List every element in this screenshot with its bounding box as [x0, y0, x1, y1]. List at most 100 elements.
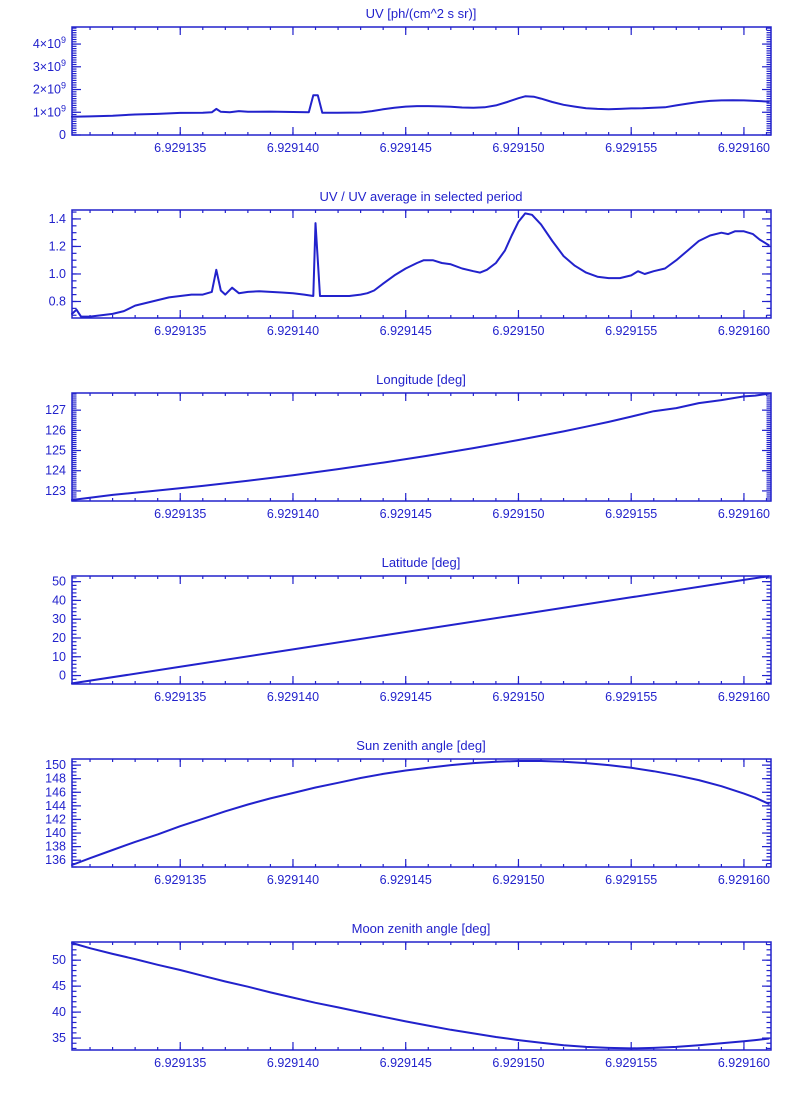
x-tick-label: 6.929135 [154, 324, 206, 338]
x-tick-label: 6.929150 [492, 507, 544, 521]
x-tick-label: 6.929160 [718, 1056, 770, 1070]
y-tick-label: 144 [45, 799, 66, 813]
x-tick-label: 6.929135 [154, 1056, 206, 1070]
x-tick-label: 6.929150 [492, 141, 544, 155]
chart-block-uv: UV [ph/(cm^2 s sr)] 6.929135 6.929140 6.92… [0, 2, 800, 185]
latitude-plot-area: 6.929135 6.929140 6.929145 6.929150 6.929155… [52, 575, 772, 704]
y-tick-label: 30 [52, 612, 66, 626]
x-tick-label: 6.929135 [154, 507, 206, 521]
y-tick-label: 1.2 [49, 239, 66, 253]
x-tick-label: 6.929140 [267, 324, 319, 338]
x-tick-label: 6.929155 [605, 324, 657, 338]
x-tick-label: 6.929160 [718, 507, 770, 521]
chart-block-latitude: Latitude [deg] 6.929135 6.929140 6.929145 6… [0, 551, 800, 734]
x-tick-label: 6.929150 [492, 690, 544, 704]
x-tick-label: 6.929160 [718, 324, 770, 338]
x-tick-label: 6.929140 [267, 1056, 319, 1070]
uv-chart-title: UV [ph/(cm^2 s sr)] [366, 6, 477, 21]
x-tick-label: 6.929135 [154, 690, 206, 704]
chart-block-longitude: Longitude [deg] 6.929135 6.929140 6.929145… [0, 368, 800, 551]
x-tick-label: 6.929155 [605, 141, 657, 155]
chart-block-moon-zenith: Moon zenith angle [deg] 6.929135 6.929140… [0, 917, 800, 1100]
moon-zenith-chart-title: Moon zenith angle [deg] [352, 921, 491, 936]
x-tick-label: 6.929145 [380, 324, 432, 338]
latitude-chart: Latitude [deg] 6.929135 6.929140 6.929145 6… [52, 555, 772, 704]
y-tick-label: 10 [52, 650, 66, 664]
data-line [71, 760, 770, 866]
x-tick-label: 6.929155 [605, 873, 657, 887]
uv-plot-area: 6.929135 6.929140 6.929145 6.929150 6.929155… [33, 26, 772, 155]
y-tick-label: 146 [45, 785, 66, 799]
y-tick-label: 45 [52, 979, 66, 993]
data-line [71, 392, 770, 501]
y-tick-label: 138 [45, 840, 66, 854]
y-tick-label: 127 [45, 403, 66, 417]
y-tick-label: 1.4 [49, 212, 66, 226]
x-tick-label: 6.929155 [605, 1056, 657, 1070]
x-tick-label: 6.929145 [380, 690, 432, 704]
x-tick-label: 6.929155 [605, 690, 657, 704]
chart-block-uv-ratio: UV / UV average in selected period 6.929… [0, 185, 800, 368]
x-tick-label: 6.929150 [492, 324, 544, 338]
x-tick-label: 6.929135 [154, 873, 206, 887]
x-tick-label: 6.929160 [718, 690, 770, 704]
plot-frame [71, 941, 772, 1051]
data-line [71, 942, 770, 1050]
y-tick-label: 123 [45, 484, 66, 498]
x-tick-label: 6.929145 [380, 1056, 432, 1070]
plot-frame [71, 26, 772, 136]
uv-ratio-chart: UV / UV average in selected period 6.929… [49, 189, 772, 338]
longitude-chart: Longitude [deg] 6.929135 6.929140 6.929145… [45, 372, 772, 521]
y-tick-label: 0.8 [49, 294, 66, 308]
y-tick-label: 0 [59, 669, 66, 683]
y-tick-label: 40 [52, 1005, 66, 1019]
x-tick-label: 6.929155 [605, 507, 657, 521]
data-line [71, 575, 770, 685]
data-line [71, 212, 770, 318]
x-tick-label: 6.929150 [492, 1056, 544, 1070]
y-tick-label: 50 [52, 953, 66, 967]
x-tick-label: 6.929160 [718, 141, 770, 155]
x-tick-label: 6.929135 [154, 141, 206, 155]
y-tick-label: 40 [52, 593, 66, 607]
y-tick-label: 126 [45, 423, 66, 437]
y-tick-label: 35 [52, 1031, 66, 1045]
x-tick-label: 6.929140 [267, 873, 319, 887]
y-tick-label: 125 [45, 444, 66, 458]
sun-zenith-chart: Sun zenith angle [deg] 6.929135 6.929140 6… [45, 738, 772, 887]
uv-chart: UV [ph/(cm^2 s sr)] 6.929135 6.929140 6.92… [33, 6, 772, 155]
y-tick-label: 3×109 [33, 58, 66, 74]
latitude-chart-title: Latitude [deg] [382, 555, 461, 570]
y-tick-label: 142 [45, 812, 66, 826]
plot-frame [71, 209, 772, 319]
longitude-chart-title: Longitude [deg] [376, 372, 466, 387]
plot-frame [71, 758, 772, 868]
sun-zenith-chart-title: Sun zenith angle [deg] [356, 738, 485, 753]
x-tick-label: 6.929145 [380, 873, 432, 887]
x-tick-label: 6.929145 [380, 141, 432, 155]
uv-ratio-chart-title: UV / UV average in selected period [319, 189, 522, 204]
y-tick-label: 148 [45, 772, 66, 786]
x-tick-label: 6.929140 [267, 507, 319, 521]
x-tick-label: 6.929140 [267, 690, 319, 704]
chart-block-sun-zenith: Sun zenith angle [deg] 6.929135 6.929140 6… [0, 734, 800, 917]
y-tick-label: 140 [45, 826, 66, 840]
moon-zenith-plot-area: 6.929135 6.929140 6.929145 6.929150 6.929155… [52, 941, 772, 1070]
x-tick-label: 6.929160 [718, 873, 770, 887]
x-tick-label: 6.929150 [492, 873, 544, 887]
y-tick-label: 1.0 [49, 267, 66, 281]
longitude-plot-area: 6.929135 6.929140 6.929145 6.929150 6.929155… [45, 392, 772, 521]
sun-zenith-plot-area: 6.929135 6.929140 6.929145 6.929150 6.929155… [45, 758, 772, 887]
y-tick-label: 150 [45, 758, 66, 772]
data-line [71, 94, 770, 118]
y-tick-label: 1×109 [33, 103, 66, 119]
y-tick-label: 0 [59, 128, 66, 142]
y-tick-label: 4×109 [33, 35, 66, 51]
y-tick-label: 124 [45, 464, 66, 478]
uv-ratio-plot-area: 6.929135 6.929140 6.929145 6.929150 6.929155… [49, 209, 772, 338]
y-tick-label: 20 [52, 631, 66, 645]
y-tick-label: 136 [45, 853, 66, 867]
x-tick-label: 6.929145 [380, 507, 432, 521]
y-tick-label: 2×109 [33, 81, 66, 97]
